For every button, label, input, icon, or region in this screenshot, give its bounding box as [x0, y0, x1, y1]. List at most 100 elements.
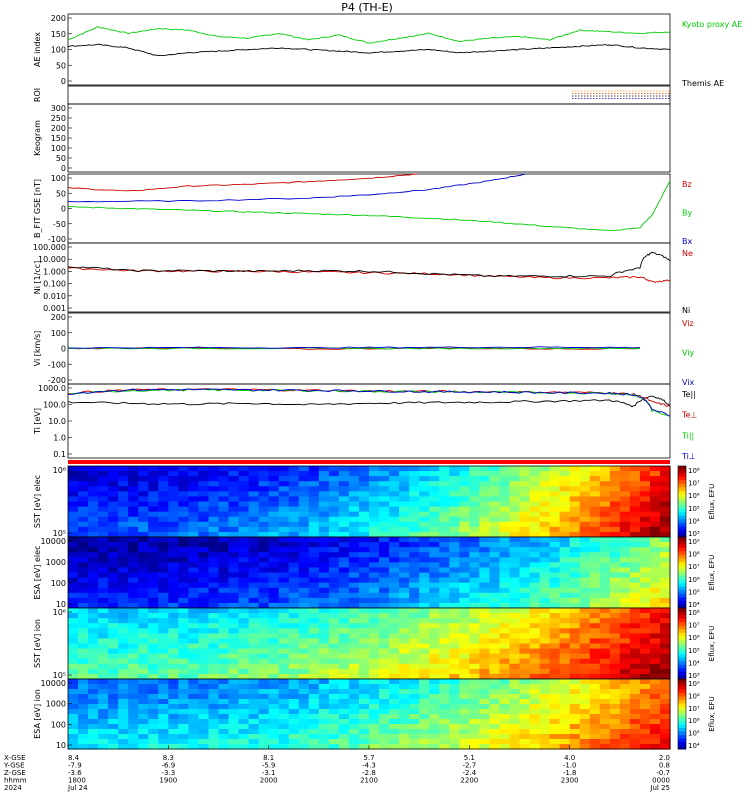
heatmap-cell [318, 729, 330, 735]
heatmap-cell [439, 648, 450, 655]
heatmap-cell [78, 542, 89, 548]
heatmap-cell [128, 572, 139, 579]
heatmap-cell [469, 501, 480, 508]
heatmap-cell [489, 734, 501, 740]
heatmap-cell [409, 481, 420, 487]
heatmap-cell [68, 542, 79, 548]
heatmap-cell [358, 521, 370, 528]
heatmap-cell [499, 501, 511, 508]
heatmap-cell [328, 526, 340, 533]
heatmap-cell [589, 694, 601, 700]
heatmap-cell [409, 689, 420, 695]
heatmap-cell [369, 486, 380, 492]
colorbar-label: Eflux, EFU [708, 555, 716, 590]
heatmap-cell [298, 597, 310, 604]
heatmap-cell [609, 552, 621, 558]
heatmap-cell [138, 704, 149, 710]
legend-label: Ni [682, 306, 690, 315]
y-tick-label: 100.000 [33, 243, 66, 252]
heatmap-cell [338, 496, 350, 503]
heatmap-cell [78, 633, 89, 640]
heatmap-cell [549, 506, 561, 513]
heatmap-cell [619, 684, 631, 690]
heatmap-cell [459, 724, 470, 730]
heatmap-cell [489, 572, 501, 579]
heatmap-cell [148, 613, 159, 619]
heatmap-cell [98, 567, 109, 574]
heatmap-cell [328, 739, 340, 745]
heatmap-cell [328, 628, 340, 634]
heatmap-cell [78, 623, 89, 629]
heatmap-cell [399, 491, 410, 498]
heatmap-cell [629, 663, 641, 670]
heatmap-cell [479, 531, 490, 538]
heatmap-cell [639, 638, 651, 645]
heatmap-cell [369, 562, 380, 569]
heatmap-cell [369, 633, 380, 640]
heatmap-cell [278, 506, 290, 513]
quality-flag-bar [68, 460, 670, 464]
heatmap-cell [559, 643, 571, 650]
heatmap-cell [308, 491, 320, 498]
heatmap-cell [439, 562, 450, 569]
heatmap-cell [469, 476, 480, 482]
heatmap-cell [98, 739, 109, 745]
heatmap-cell [629, 739, 641, 745]
heatmap-cell [529, 608, 541, 614]
y-tick-label: 0.001 [43, 304, 66, 313]
heatmap-cell [138, 562, 149, 569]
heatmap-cell [529, 623, 541, 629]
heatmap-cell [579, 471, 591, 477]
heatmap-cell [238, 466, 250, 472]
heatmap-cell [649, 658, 661, 665]
heatmap-cell [258, 552, 270, 558]
heatmap-cell [579, 744, 591, 750]
heatmap-cell [98, 679, 109, 685]
heatmap-cell [138, 567, 149, 574]
heatmap-cell [549, 572, 561, 579]
heatmap-cell [599, 613, 611, 619]
heatmap-cell [629, 648, 641, 655]
heatmap-cell [549, 658, 561, 665]
heatmap-cell [88, 567, 99, 574]
heatmap-cell [128, 648, 139, 655]
heatmap-cell [609, 663, 621, 670]
heatmap-cell [589, 623, 601, 629]
heatmap-cell [208, 699, 220, 705]
heatmap-cell [529, 613, 541, 619]
heatmap-cell [639, 709, 651, 715]
heatmap-cell [599, 531, 611, 538]
heatmap-cell [78, 689, 89, 695]
heatmap-cell [609, 516, 621, 523]
heatmap-cell [278, 537, 290, 543]
heatmap-cell [358, 719, 370, 725]
heatmap-cell [389, 547, 400, 553]
heatmap-cell [529, 537, 541, 543]
heatmap-cell [479, 602, 490, 609]
heatmap-cell [639, 643, 651, 650]
heatmap-cell [449, 567, 460, 574]
heatmap-cell [308, 628, 320, 634]
heatmap-cell [258, 613, 270, 619]
heatmap-cell [138, 729, 149, 735]
heatmap-cell [138, 516, 149, 523]
heatmap-cell [358, 689, 370, 695]
heatmap-cell [288, 739, 300, 745]
heatmap-cell [639, 466, 651, 472]
heatmap-cell [338, 623, 350, 629]
heatmap-cell [429, 739, 440, 745]
heatmap-cell [138, 547, 149, 553]
heatmap-cell [208, 542, 220, 548]
heatmap-cell [579, 602, 591, 609]
heatmap-cell [238, 597, 250, 604]
heatmap-cell [629, 638, 641, 645]
heatmap-cell [328, 673, 340, 680]
colorbar-segment [678, 735, 686, 739]
heatmap-cell [519, 709, 531, 715]
heatmap-cell [338, 648, 350, 655]
heatmap-cell [419, 739, 430, 745]
heatmap-cell [399, 608, 410, 614]
heatmap-cell [198, 673, 210, 680]
heatmap-cell [228, 709, 240, 715]
heatmap-cell [218, 668, 230, 675]
